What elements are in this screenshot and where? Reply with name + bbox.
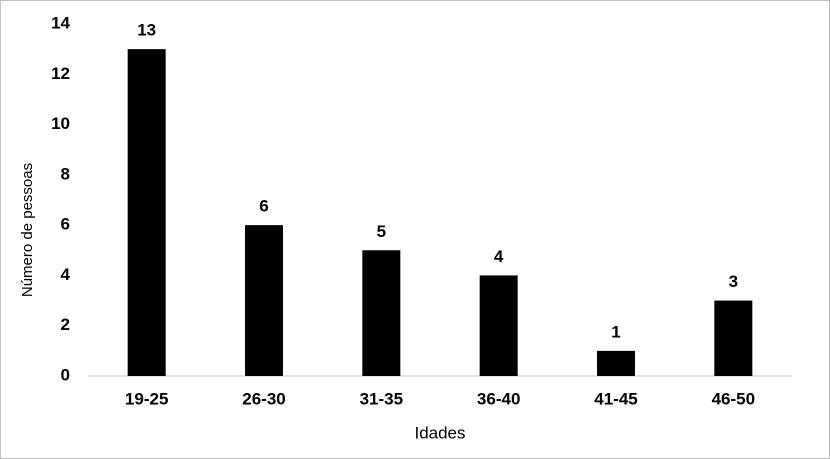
y-tick-label: 14: [51, 13, 70, 32]
x-tick-label: 26-30: [242, 389, 285, 408]
y-axis-label: Número de pessoas: [19, 163, 36, 297]
x-tick-label: 36-40: [477, 389, 520, 408]
y-tick-label: 2: [61, 315, 70, 334]
bar: [362, 250, 401, 376]
y-tick-label: 0: [61, 365, 70, 384]
x-tick-label: 41-45: [594, 389, 637, 408]
data-label: 4: [494, 247, 504, 266]
data-label: 13: [137, 21, 156, 40]
bar: [479, 275, 518, 376]
bar: [714, 300, 753, 376]
bar: [597, 350, 635, 376]
y-tick-label: 8: [61, 164, 70, 183]
data-label: 3: [729, 272, 738, 291]
x-tick-label: 31-35: [360, 389, 403, 408]
data-label: 6: [259, 197, 268, 216]
y-tick-label: 4: [61, 265, 71, 284]
data-label: 1: [611, 322, 620, 341]
x-tick-label: 46-50: [712, 389, 755, 408]
bar: [127, 49, 166, 377]
x-axis-label: Idades: [414, 423, 465, 442]
y-tick-label: 6: [61, 215, 70, 234]
x-tick-label: 19-25: [125, 389, 168, 408]
y-tick-label: 12: [51, 64, 70, 83]
y-tick-label: 10: [51, 114, 70, 133]
data-label: 5: [377, 222, 386, 241]
bar: [245, 225, 283, 376]
